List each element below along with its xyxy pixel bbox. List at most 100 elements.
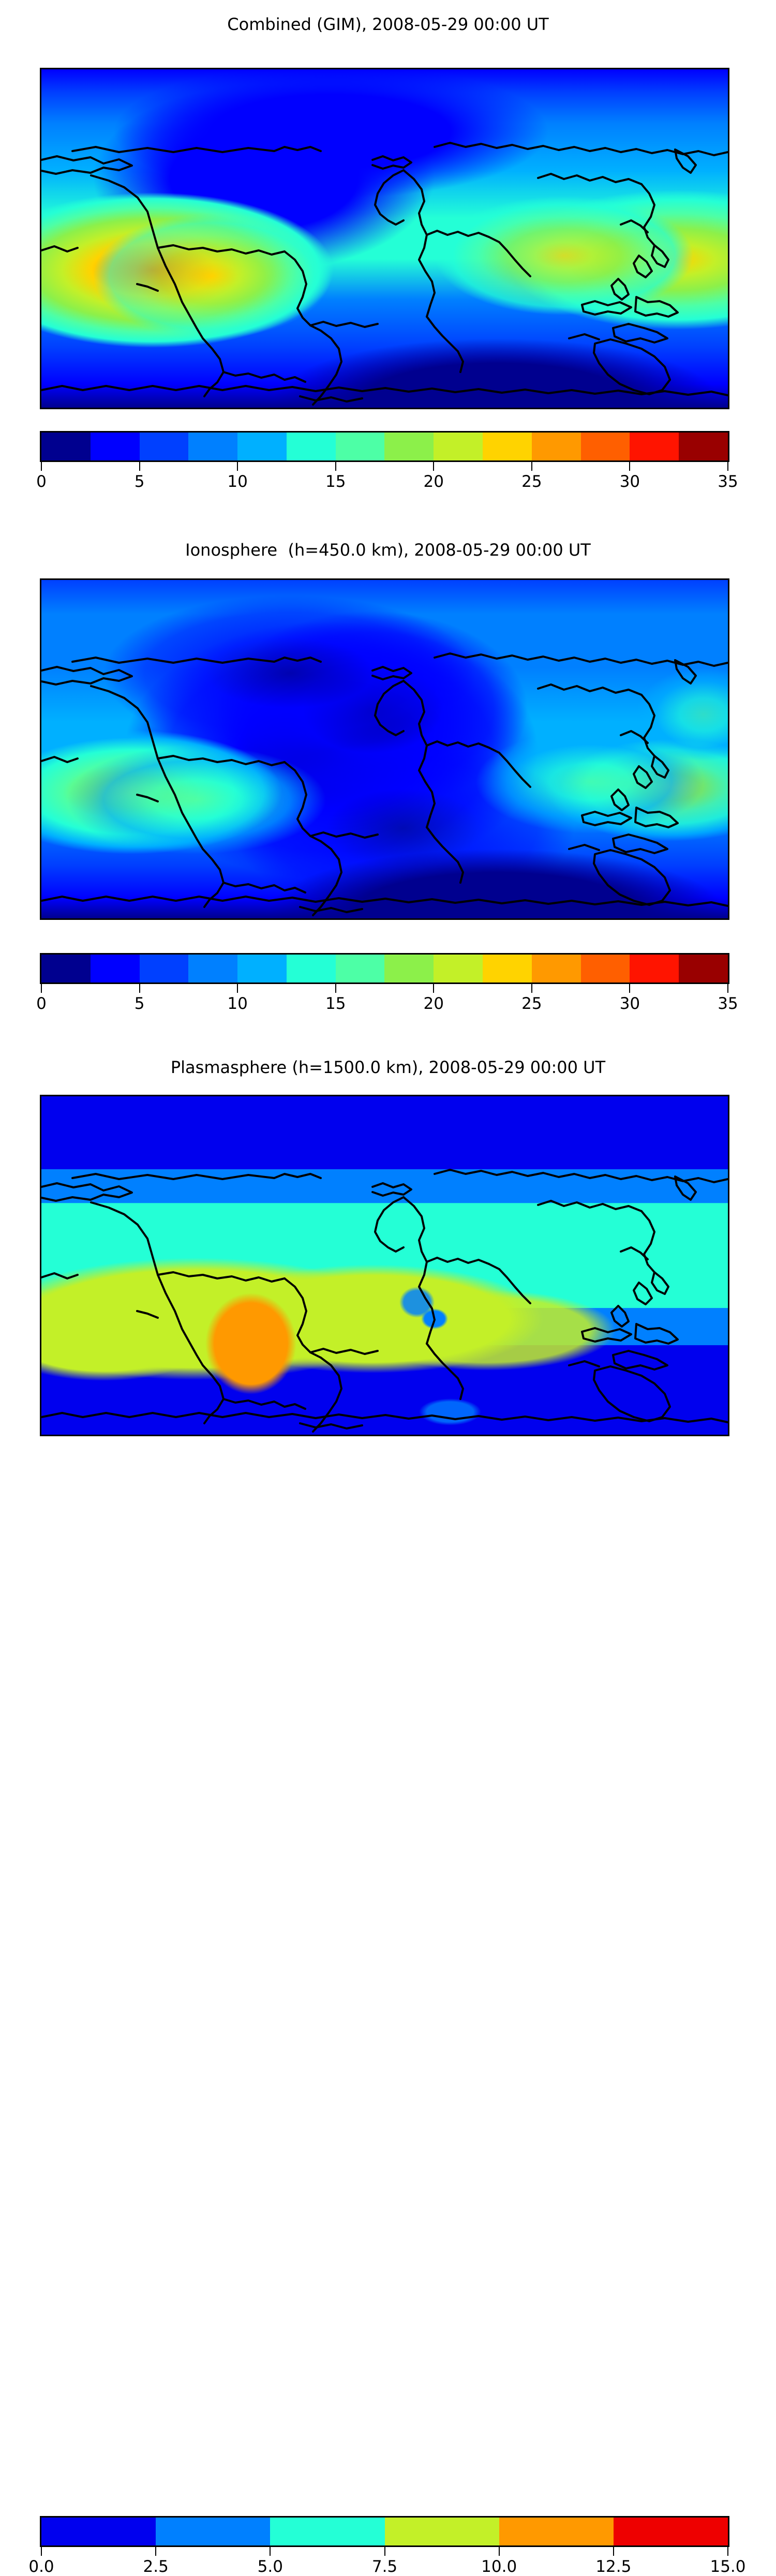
colorbar-tick-mark <box>155 2547 157 2556</box>
colorbar-tick-label: 30 <box>619 994 640 1013</box>
field-yellow-band-pacific <box>41 1283 222 1381</box>
colorbar-band <box>188 955 238 982</box>
colorbar-band <box>384 2518 499 2545</box>
colorbar-band <box>41 2518 156 2545</box>
colorbar-tick-mark <box>139 984 140 993</box>
colorbar-tick-label: 0.0 <box>28 2557 54 2576</box>
colorbar-band <box>139 433 189 460</box>
colorbar-tick-label: 7.5 <box>371 2557 398 2576</box>
colorbar-wrap-combined: 0 5 10 15 20 25 30 35 <box>36 431 738 491</box>
colorbar-tick-label: 5.0 <box>257 2557 283 2576</box>
panel-title-combined: Combined (GIM), 2008-05-29 00:00 UT <box>227 14 549 34</box>
field-antarctic-low <box>274 338 719 408</box>
colorbar-band <box>156 2518 271 2545</box>
panel-plasmasphere: Plasmasphere (h=1500.0 km), 2008-05-29 0… <box>0 1043 776 2576</box>
colorbar-band <box>483 433 532 460</box>
field-arctic-low <box>114 69 548 199</box>
colorbar-tick-label: 2.5 <box>143 2557 169 2576</box>
panel-combined-gim: Combined (GIM), 2008-05-29 00:00 UT <box>0 0 776 517</box>
colorbar-tick-mark <box>41 2547 42 2556</box>
colorbar-tick-label: 10.0 <box>481 2557 517 2576</box>
colorbar-tick-label: 15 <box>325 472 346 491</box>
colorbar-band <box>531 955 581 982</box>
field-blue-hole-southern <box>419 1398 481 1425</box>
colorbar-band <box>188 433 238 460</box>
colorbar-band <box>335 433 385 460</box>
colorbar-ionosphere[interactable] <box>40 953 729 984</box>
colorbar-band <box>613 2518 728 2545</box>
colorbar-tick-label: 10 <box>227 472 248 491</box>
colorbar-tick-mark <box>335 462 336 471</box>
colorbar-tick-mark <box>41 462 42 471</box>
colorbar-band <box>630 433 679 460</box>
colorbar-tick-mark <box>237 984 238 993</box>
colorbar-plasmasphere[interactable] <box>40 2516 729 2547</box>
colorbar-band <box>483 955 532 982</box>
colorbar-tick-label: 25 <box>521 994 542 1013</box>
coastlines-layer <box>41 652 728 916</box>
map-canvas-ionosphere <box>41 580 728 918</box>
colorbar-band <box>499 2518 614 2545</box>
colorbar-band <box>434 433 483 460</box>
colorbar-combined[interactable] <box>40 431 729 462</box>
colorbar-tick-mark <box>335 984 336 993</box>
panel-ionosphere: Ionosphere (h=450.0 km), 2008-05-29 00:0… <box>0 517 776 1043</box>
colorbar-tick-label: 0 <box>36 994 47 1013</box>
coastlines-layer <box>41 142 728 406</box>
field-blue-hole-atlantic <box>399 1287 435 1318</box>
colorbar-band <box>286 433 336 460</box>
colorbar-tick-label: 0 <box>36 472 47 491</box>
colorbar-band <box>630 955 679 982</box>
map-canvas-combined <box>41 69 728 408</box>
colorbar-wrap-ionosphere: 0 5 10 15 20 25 30 35 <box>36 953 738 1013</box>
map-ionosphere <box>40 578 729 920</box>
colorbar-band <box>270 2518 385 2545</box>
field-primary-wing <box>67 746 326 854</box>
colorbar-tick-label: 10 <box>227 994 248 1013</box>
colorbar-tick-mark <box>531 462 532 471</box>
colorbar-band <box>90 433 140 460</box>
colorbar-band <box>286 955 336 982</box>
colorbar-band <box>237 955 287 982</box>
map-combined-gim <box>40 68 729 409</box>
colorbar-band <box>434 955 483 982</box>
colorbar-tick-label: 5 <box>134 994 145 1013</box>
colorbar-tick-mark <box>498 2547 500 2556</box>
colorbar-tick-label: 15 <box>325 994 346 1013</box>
colorbar-tick-mark <box>613 2547 614 2556</box>
field-asia-enhancement <box>435 196 693 315</box>
colorbar-tick-label: 20 <box>423 472 444 491</box>
colorbar-tick-mark <box>433 984 435 993</box>
colorbar-tick-mark <box>139 462 140 471</box>
colorbar-tick-mark <box>727 2547 728 2556</box>
colorbar-band <box>90 955 140 982</box>
colorbar-tick-label: 12.5 <box>595 2557 632 2576</box>
colorbar-tick-mark <box>727 462 728 471</box>
colorbar-tick-label: 15.0 <box>710 2557 746 2576</box>
colorbar-tick-mark <box>629 984 631 993</box>
colorbar-band <box>531 433 581 460</box>
field-orange-core <box>205 1293 296 1394</box>
colorbar-tick-label: 5 <box>134 472 145 491</box>
colorbar-band <box>237 433 287 460</box>
panel-title-plasmasphere: Plasmasphere (h=1500.0 km), 2008-05-29 0… <box>170 1058 606 1077</box>
colorbar-band <box>139 955 189 982</box>
colorbar-tick-label: 20 <box>423 994 444 1013</box>
colorbar-tick-label: 30 <box>619 472 640 491</box>
colorbar-band <box>679 433 728 460</box>
colorbar-band <box>384 433 434 460</box>
colorbar-tick-mark <box>41 984 42 993</box>
colorbar-tick-mark <box>433 462 435 471</box>
colorbar-band <box>580 955 630 982</box>
colorbar-band <box>580 433 630 460</box>
colorbar-band <box>41 433 91 460</box>
colorbar-ticks-combined: 0 5 10 15 20 25 30 35 <box>36 462 738 491</box>
field-antarctic-low <box>269 849 724 918</box>
field-primary-wing <box>93 214 331 338</box>
colorbar-band <box>384 955 434 982</box>
colorbar-tick-label: 35 <box>718 994 738 1013</box>
colorbar-tick-mark <box>727 984 728 993</box>
colorbar-band <box>679 955 728 982</box>
map-plasmasphere <box>40 1095 729 1436</box>
